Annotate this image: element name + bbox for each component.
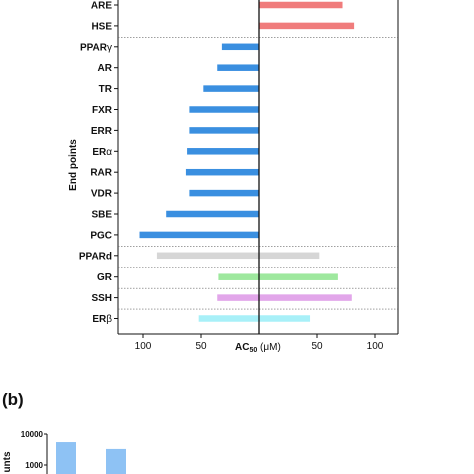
y-axis-label-b: unts xyxy=(2,451,13,473)
category-label: RAR xyxy=(90,168,112,179)
category-label-text: ER xyxy=(92,314,107,325)
x-axis-label-sub: 50 xyxy=(249,347,257,354)
x-axis-label-unit: (μM) xyxy=(257,342,281,353)
category-label: PPARd xyxy=(79,251,112,262)
bar-left-PGC xyxy=(139,231,259,239)
category-label-text: FXR xyxy=(92,105,113,116)
bar-left-ERR xyxy=(189,127,259,134)
x-axis-label-main: AC xyxy=(235,342,249,353)
panel-b: (b) 10000 1000 unts xyxy=(2,390,126,474)
category-label-text: GR xyxy=(97,272,113,283)
category-label: GR xyxy=(97,272,113,283)
category-label: AR xyxy=(98,63,113,74)
category-label-text: RAR xyxy=(90,168,112,179)
category-label-text: AR xyxy=(98,63,113,74)
category-label: ARE xyxy=(91,1,112,12)
bar-left-AR xyxy=(217,64,259,71)
bar-right-ARE xyxy=(259,1,343,9)
panel-label: (b) xyxy=(2,390,24,409)
bar-right-SSH xyxy=(259,294,352,301)
category-label: PPARγ xyxy=(80,42,112,53)
panel-a: AREHSEPPARγARTRFXRERRERαRARVDRSBEPGCPPAR… xyxy=(68,0,399,354)
category-label-text: ARE xyxy=(91,1,112,12)
x-axis-label: AC50 (μM) xyxy=(235,342,281,354)
bar-right-GR xyxy=(259,273,338,280)
bar-b xyxy=(56,442,76,474)
category-label: SSH xyxy=(91,293,112,304)
category-label-text: HSE xyxy=(91,21,112,32)
category-label-subscript: γ xyxy=(107,42,112,53)
category-label: FXR xyxy=(92,105,113,116)
bar-left-GR xyxy=(218,273,259,280)
category-label: ERβ xyxy=(92,314,112,325)
bar-right-PPARd xyxy=(259,252,320,260)
bar-left-TR xyxy=(203,85,259,92)
category-label-text: SBE xyxy=(91,210,112,221)
category-label-text: PPAR xyxy=(80,42,108,53)
category-label-subscript: α xyxy=(106,147,112,158)
bar-left-RAR xyxy=(185,168,259,176)
bar-left-PPARγ xyxy=(221,43,259,51)
category-label-text: VDR xyxy=(91,189,113,200)
x-tick-label: 50 xyxy=(195,341,207,352)
x-tick-label: 100 xyxy=(135,341,152,352)
category-label: PGC xyxy=(90,230,112,241)
bar-right-HSE xyxy=(259,22,355,30)
bar-right-ERβ xyxy=(259,315,311,322)
category-label: ERα xyxy=(92,147,112,158)
y-tick-label-b: 10000 xyxy=(21,430,44,439)
bar-left-SSH xyxy=(217,294,259,301)
category-label-text: ERR xyxy=(91,126,113,137)
bar-left-ERβ xyxy=(198,315,259,322)
category-label-text: ER xyxy=(92,147,107,158)
category-label-text: PGC xyxy=(90,230,112,241)
category-label-text: TR xyxy=(99,84,113,95)
category-label-subscript: β xyxy=(106,314,112,325)
bar-left-FXR xyxy=(189,106,259,113)
category-label: TR xyxy=(99,84,113,95)
y-tick-label-b: 1000 xyxy=(25,461,43,470)
category-label: SBE xyxy=(91,210,112,221)
bar-left-ERα xyxy=(187,148,259,155)
x-tick-label: 50 xyxy=(311,341,323,352)
bar-left-PPARd xyxy=(156,252,259,260)
bar-left-SBE xyxy=(166,210,259,218)
category-label-text: PPARd xyxy=(79,251,112,262)
bar-b xyxy=(106,448,126,474)
category-label: ERR xyxy=(91,126,113,137)
y-axis-label: End points xyxy=(68,139,79,191)
x-tick-label: 100 xyxy=(367,341,384,352)
category-label-text: SSH xyxy=(91,293,112,304)
bar-left-VDR xyxy=(189,189,259,197)
category-label: HSE xyxy=(91,21,112,32)
category-label: VDR xyxy=(91,189,113,200)
